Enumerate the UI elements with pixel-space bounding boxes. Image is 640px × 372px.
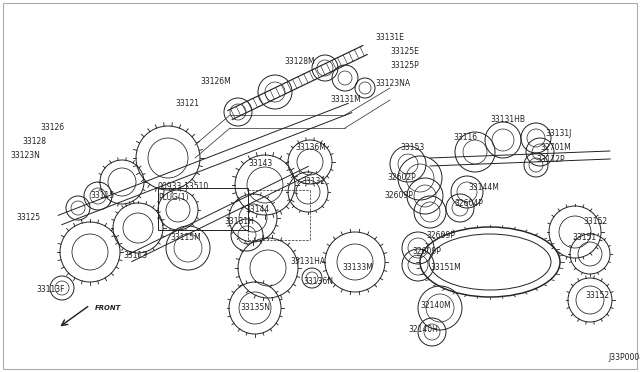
Text: 33126M: 33126M xyxy=(200,77,231,87)
Text: 33153: 33153 xyxy=(400,144,424,153)
Text: 33112P: 33112P xyxy=(536,155,564,164)
Text: 32140H: 32140H xyxy=(408,326,438,334)
Text: 33131H: 33131H xyxy=(224,218,254,227)
Text: 33144: 33144 xyxy=(245,205,269,215)
Text: 33131E: 33131E xyxy=(375,33,404,42)
Text: 32140M: 32140M xyxy=(420,301,451,311)
Text: 33131M: 33131M xyxy=(330,96,361,105)
Text: 32602P: 32602P xyxy=(387,173,416,183)
Text: 33125P: 33125P xyxy=(390,61,419,71)
Text: 33116: 33116 xyxy=(453,132,477,141)
Text: 33128: 33128 xyxy=(22,138,46,147)
Text: 33115M: 33115M xyxy=(170,234,201,243)
Text: 33152: 33152 xyxy=(585,292,609,301)
Text: 33125E: 33125E xyxy=(390,48,419,57)
Text: 33125: 33125 xyxy=(16,214,40,222)
Text: 32604P: 32604P xyxy=(454,199,483,208)
Text: 33152: 33152 xyxy=(583,218,607,227)
Text: 33143: 33143 xyxy=(248,158,272,167)
Text: 33126: 33126 xyxy=(40,124,64,132)
Text: 32609P: 32609P xyxy=(426,231,455,241)
Text: 33144M: 33144M xyxy=(468,183,499,192)
Text: 33132: 33132 xyxy=(301,177,325,186)
Text: 33133M: 33133M xyxy=(342,263,373,273)
Text: 33115: 33115 xyxy=(90,192,114,201)
Text: 33135N: 33135N xyxy=(240,304,270,312)
Text: 33136M: 33136M xyxy=(295,144,326,153)
Text: 32609P: 32609P xyxy=(412,247,441,257)
Text: 33151M: 33151M xyxy=(430,263,461,273)
Text: 33151: 33151 xyxy=(572,234,596,243)
Text: 33113F: 33113F xyxy=(36,285,65,295)
Text: 33123N: 33123N xyxy=(10,151,40,160)
Text: 32701M: 32701M xyxy=(540,142,571,151)
Text: 33113: 33113 xyxy=(123,251,147,260)
Text: 33123NA: 33123NA xyxy=(375,78,410,87)
Text: 33121: 33121 xyxy=(175,99,199,108)
Text: 32609P: 32609P xyxy=(384,190,413,199)
Text: 00933-13510
PLUG(1): 00933-13510 PLUG(1) xyxy=(158,182,209,202)
Text: 33136N: 33136N xyxy=(303,278,333,286)
Text: FRONT: FRONT xyxy=(95,305,122,311)
Text: 33128M: 33128M xyxy=(285,58,316,67)
Text: 33131J: 33131J xyxy=(545,128,572,138)
Text: 33131HB: 33131HB xyxy=(490,115,525,125)
Text: 33131HA: 33131HA xyxy=(290,257,325,266)
Text: J33P0008: J33P0008 xyxy=(608,353,640,362)
